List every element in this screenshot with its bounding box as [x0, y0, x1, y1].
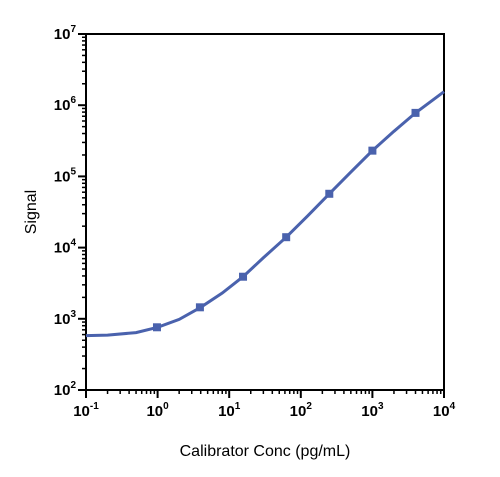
x-tick-label: 100	[146, 401, 169, 420]
plot-frame	[85, 33, 445, 391]
x-axis-label: Calibrator Conc (pg/mL)	[180, 443, 351, 460]
y-tick-label: 107	[54, 24, 77, 43]
y-tick-label: 105	[54, 166, 77, 185]
y-tick-label: 102	[54, 380, 77, 399]
y-tick-label: 106	[54, 95, 77, 114]
data-point	[368, 146, 377, 155]
data-point	[282, 233, 291, 242]
data-point	[325, 189, 334, 198]
data-points	[152, 108, 420, 332]
x-tick-label: 10-1	[73, 401, 99, 420]
data-point	[411, 108, 420, 117]
x-axis: 10-1 100 101 102 103 104	[73, 390, 456, 420]
data-point	[239, 272, 248, 281]
x-tick-label: 101	[218, 401, 241, 420]
fit-curve	[85, 90, 445, 338]
x-tick-label: 103	[361, 401, 384, 420]
data-point	[152, 323, 161, 332]
x-tick-label: 102	[290, 401, 313, 420]
y-axis: 102 103 104 105 106 107	[54, 24, 86, 399]
y-axis-label: Signal	[23, 190, 40, 234]
data-point	[195, 303, 204, 312]
x-tick-label: 104	[433, 401, 456, 420]
y-tick-label: 103	[54, 309, 77, 328]
y-tick-label: 104	[54, 238, 77, 257]
